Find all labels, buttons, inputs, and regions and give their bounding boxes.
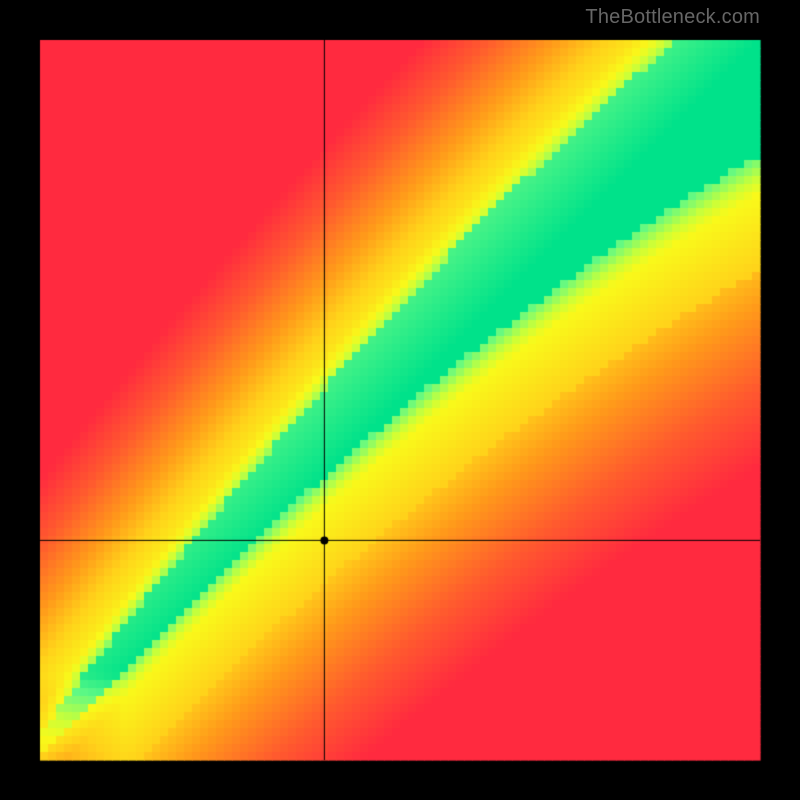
heatmap-canvas <box>0 0 800 800</box>
watermark-text: TheBottleneck.com <box>585 6 760 29</box>
chart-container: TheBottleneck.com <box>0 0 800 800</box>
